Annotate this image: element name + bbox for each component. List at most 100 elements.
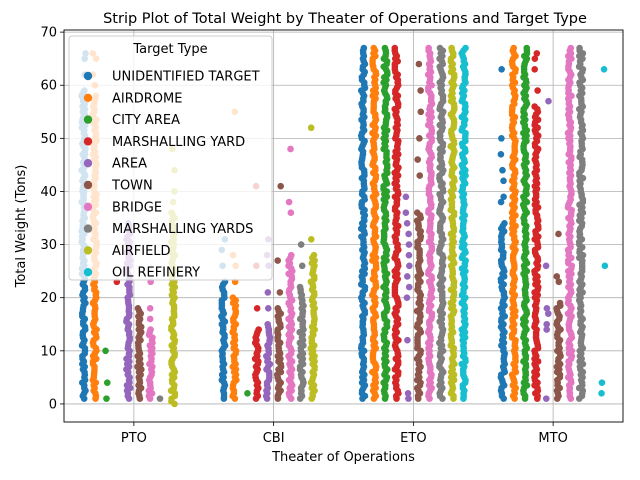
data-point	[405, 283, 413, 291]
data-point	[417, 108, 425, 116]
legend-marker	[83, 137, 93, 146]
data-point	[103, 395, 110, 402]
legend-label: TOWN	[111, 179, 153, 194]
x-tick-label: MTO	[538, 431, 567, 446]
data-point	[497, 150, 505, 158]
legend-marker	[83, 159, 93, 168]
data-point	[406, 262, 413, 270]
data-point	[534, 87, 541, 94]
legend-marker	[83, 71, 93, 81]
data-point	[103, 379, 111, 386]
data-point	[414, 156, 421, 163]
data-point	[533, 50, 541, 57]
data-point	[545, 97, 552, 105]
data-point	[146, 305, 154, 312]
data-point	[287, 209, 295, 217]
data-point	[498, 135, 505, 142]
y-tick-label: 0	[49, 397, 57, 412]
data-point	[296, 283, 304, 291]
data-point	[403, 294, 411, 302]
data-point	[498, 66, 505, 73]
data-point	[147, 326, 154, 333]
data-point	[360, 44, 368, 52]
data-point	[531, 66, 538, 73]
series-marshalling-yards	[156, 44, 587, 402]
legend-marker	[83, 246, 93, 255]
y-tick-label: 50	[40, 132, 57, 147]
data-point	[405, 251, 413, 259]
y-tick-label: 60	[40, 79, 57, 94]
data-point	[403, 220, 411, 227]
x-tick-label: ETO	[400, 431, 426, 446]
data-point	[416, 135, 423, 142]
legend-label: OIL REFINERY	[112, 266, 200, 281]
data-point	[553, 273, 561, 280]
data-point	[381, 44, 389, 52]
data-point	[264, 305, 272, 312]
legend-marker	[83, 93, 93, 103]
data-point	[287, 145, 294, 153]
data-point	[416, 172, 424, 179]
data-point	[543, 326, 550, 333]
data-point	[598, 390, 605, 397]
data-point	[264, 289, 272, 296]
legend-box	[68, 35, 273, 281]
data-point	[543, 320, 550, 328]
data-point	[102, 347, 109, 355]
data-point	[253, 305, 261, 312]
data-point	[146, 315, 154, 323]
axes-frame	[63, 29, 624, 423]
data-point	[307, 124, 315, 132]
y-tick-label: 40	[40, 185, 57, 200]
data-point	[556, 299, 564, 307]
chart-title: Strip Plot of Total Weight by Theater of…	[103, 11, 587, 27]
data-point	[310, 251, 318, 259]
legend-label: MARSHALLING YARDS	[112, 222, 253, 237]
legend-marker	[83, 180, 93, 190]
y-axis-label: Total Weight (Tons)	[14, 165, 29, 289]
legend-marker	[83, 202, 93, 211]
legend-marker	[83, 224, 93, 233]
data-point	[244, 390, 251, 397]
data-point	[448, 44, 455, 52]
data-point	[297, 241, 305, 248]
data-point	[542, 395, 550, 402]
data-point	[229, 294, 237, 302]
data-point	[156, 395, 164, 402]
data-point	[531, 55, 539, 62]
x-tick-label: PTO	[121, 431, 147, 446]
data-point	[287, 251, 295, 259]
data-point	[415, 60, 423, 68]
data-point	[598, 379, 606, 386]
data-point	[404, 336, 411, 344]
series-airfield	[167, 44, 458, 408]
data-point	[405, 395, 412, 402]
series-marshalling-yard	[113, 44, 542, 402]
data-point	[413, 209, 421, 217]
data-point	[576, 44, 583, 52]
legend-label: BRIDGE	[112, 200, 162, 215]
data-point	[523, 44, 531, 52]
data-point	[531, 103, 538, 110]
series-oil-refinery	[458, 44, 609, 402]
series-bridge	[145, 44, 576, 402]
legend-marker	[83, 268, 93, 277]
data-point	[510, 44, 517, 52]
data-point	[274, 257, 282, 264]
legend-label: AREA	[112, 157, 147, 172]
data-point	[404, 273, 411, 280]
data-point	[545, 310, 552, 317]
data-point	[436, 44, 444, 52]
y-tick-label: 70	[40, 26, 57, 41]
y-tick-label: 10	[40, 344, 57, 359]
legend-label: CITY AREA	[112, 113, 180, 128]
legend-label: AIRFIELD	[112, 244, 171, 259]
data-point	[255, 326, 262, 333]
legend-marker	[83, 115, 93, 124]
data-point	[285, 198, 293, 206]
legend-title: Target Type	[132, 42, 207, 57]
y-tick-label: 20	[40, 291, 57, 306]
data-point	[425, 44, 432, 52]
